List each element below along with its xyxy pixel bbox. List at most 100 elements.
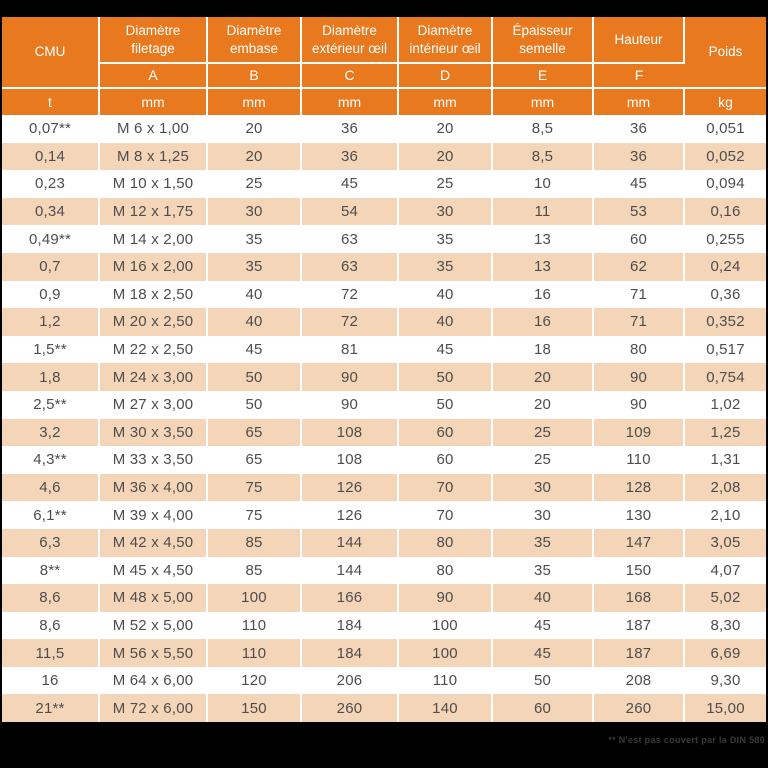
table-cell: 184 xyxy=(301,639,399,667)
unit-d: mm xyxy=(398,87,493,115)
table-cell: 126 xyxy=(301,473,399,502)
table-cell: M 45 x 4,50 xyxy=(99,556,208,585)
unit-poids: kg xyxy=(684,87,766,115)
table-cell: M 39 x 4,00 xyxy=(99,501,208,529)
table-cell: 140 xyxy=(398,694,493,723)
table-cell: 20 xyxy=(207,115,302,143)
table-cell: M 16 x 2,00 xyxy=(99,252,208,281)
table-cell: 0,9 xyxy=(2,280,100,309)
table-cell: 8,6 xyxy=(2,611,100,640)
table-cell: 40 xyxy=(398,308,493,336)
table-row: 8** M 45 x 4,50 85 144 80 35 150 4,07 xyxy=(2,556,766,585)
table-cell: 4,6 xyxy=(2,473,100,502)
table-cell: 9,30 xyxy=(684,666,766,695)
table-cell: 65 xyxy=(207,446,302,474)
header-letter-b: B xyxy=(207,62,302,88)
table-cell: 60 xyxy=(398,446,493,474)
table-cell: 128 xyxy=(593,473,685,502)
table-row: 0,07** M 6 x 1,00 20 36 20 8,5 36 0,051 xyxy=(2,115,766,143)
table-cell: 109 xyxy=(593,418,685,447)
table-row: 6,1** M 39 x 4,00 75 126 70 30 130 2,10 xyxy=(2,501,766,529)
table-cell: 80 xyxy=(398,556,493,585)
unit-cmu: t xyxy=(2,87,100,115)
table-cell: 0,34 xyxy=(2,197,100,226)
table-cell: 8,5 xyxy=(492,142,594,171)
table-cell: 108 xyxy=(301,418,399,447)
header-letter-f: F xyxy=(593,62,684,88)
table-cell: 36 xyxy=(301,115,399,143)
spec-table: CMU Diamètre filetage Diamètre embase Di… xyxy=(2,17,766,723)
header-cmu: CMU xyxy=(2,17,100,88)
table-row: 0,14 M 8 x 1,25 20 36 20 8,5 36 0,052 xyxy=(2,142,766,171)
table-row: 1,5** M 22 x 2,50 45 81 45 18 80 0,517 xyxy=(2,335,766,364)
table-row: 8,6 M 48 x 5,00 100 166 90 40 168 5,02 xyxy=(2,584,766,612)
table-cell: M 12 x 1,75 xyxy=(99,197,208,226)
table-cell: 45 xyxy=(398,335,493,364)
table-cell: 25 xyxy=(207,170,302,198)
table-cell: 35 xyxy=(207,225,302,253)
table-cell: 36 xyxy=(593,115,685,143)
table-cell: 11,5 xyxy=(2,639,100,667)
table-cell: 8,5 xyxy=(492,115,594,143)
table-row: 3,2 M 30 x 3,50 65 108 60 25 109 1,25 xyxy=(2,418,766,447)
table-cell: 75 xyxy=(207,473,302,502)
table-cell: 50 xyxy=(207,363,302,391)
table-cell: 30 xyxy=(492,473,594,502)
table-cell: 72 xyxy=(301,308,399,336)
table-cell: M 36 x 4,00 xyxy=(99,473,208,502)
table-cell: 0,352 xyxy=(684,308,766,336)
table-cell: 260 xyxy=(301,694,399,723)
table-cell: 45 xyxy=(492,639,594,667)
table-cell: 100 xyxy=(398,639,493,667)
table-cell: 6,3 xyxy=(2,528,100,557)
table-cell: 166 xyxy=(301,584,399,612)
header-epaisseur-semelle: Épaisseur semelle xyxy=(492,17,594,63)
table-cell: M 72 x 6,00 xyxy=(99,694,208,723)
table-cell: 85 xyxy=(207,528,302,557)
table-body: 0,07** M 6 x 1,00 20 36 20 8,5 36 0,051 0,14 M 8 … xyxy=(2,115,766,723)
table-row: 4,3** M 33 x 3,50 65 108 60 25 110 1,31 xyxy=(2,446,766,474)
table-cell: M 6 x 1,00 xyxy=(99,115,208,143)
table-cell: 54 xyxy=(301,197,399,226)
table-cell: 65 xyxy=(207,418,302,447)
table-cell: 62 xyxy=(593,252,685,281)
table-cell: 260 xyxy=(593,694,685,723)
table-cell: 20 xyxy=(398,142,493,171)
table-cell: 90 xyxy=(301,390,399,419)
footnote: ** N'est pas couvert par la DIN 580 xyxy=(608,735,765,745)
table-cell: M 22 x 2,50 xyxy=(99,335,208,364)
table-row: 0,7 M 16 x 2,00 35 63 35 13 62 0,24 xyxy=(2,252,766,281)
table-cell: 36 xyxy=(593,142,685,171)
table-cell: M 27 x 3,00 xyxy=(99,390,208,419)
unit-b: mm xyxy=(207,87,302,115)
table-cell: 45 xyxy=(593,170,685,198)
table-cell: 15,00 xyxy=(684,694,766,723)
table-cell: 1,02 xyxy=(684,390,766,419)
table-row: 16 M 64 x 6,00 120 206 110 50 208 9,30 xyxy=(2,666,766,695)
table-cell: 0,517 xyxy=(684,335,766,364)
table-cell: 0,14 xyxy=(2,142,100,171)
table-row: 0,9 M 18 x 2,50 40 72 40 16 71 0,36 xyxy=(2,280,766,309)
table-cell: 0,094 xyxy=(684,170,766,198)
table-cell: 53 xyxy=(593,197,685,226)
table-cell: 63 xyxy=(301,225,399,253)
table-cell: 71 xyxy=(593,308,685,336)
table-cell: 45 xyxy=(207,335,302,364)
table-cell: 90 xyxy=(593,363,685,391)
table-cell: 80 xyxy=(593,335,685,364)
table-cell: 3,05 xyxy=(684,528,766,557)
table-cell: 0,051 xyxy=(684,115,766,143)
table-cell: 0,255 xyxy=(684,225,766,253)
table-cell: 147 xyxy=(593,528,685,557)
table-cell: 3,2 xyxy=(2,418,100,447)
header-diametre-interieur-oeil: Diamètre intérieur œil xyxy=(398,17,493,63)
table-cell: 35 xyxy=(207,252,302,281)
table-cell: 6,1** xyxy=(2,501,100,529)
unit-e: mm xyxy=(492,87,594,115)
table-cell: 187 xyxy=(593,611,685,640)
table-cell: 20 xyxy=(492,363,594,391)
table-cell: 100 xyxy=(207,584,302,612)
table-cell: 0,052 xyxy=(684,142,766,171)
table-cell: 71 xyxy=(593,280,685,309)
header-row-units: t mm mm mm mm mm mm kg xyxy=(2,87,766,115)
